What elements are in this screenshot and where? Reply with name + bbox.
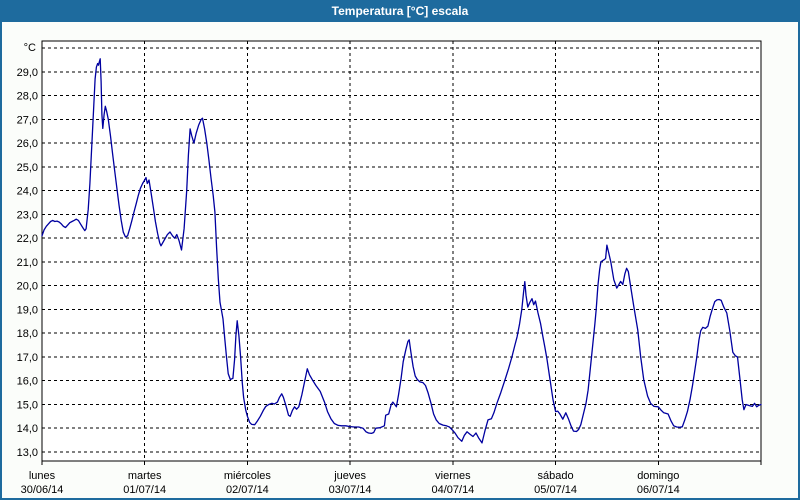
temperature-line-chart: 13,0 14,0 15,0 16,0 17,0 18,0 19,0 20,0 21,0 22,0… xyxy=(0,0,800,500)
day-name-label: sábado xyxy=(538,470,574,482)
svg-text:21,0: 21,0 xyxy=(17,257,38,269)
svg-text:24,0: 24,0 xyxy=(17,186,38,198)
x-axis-labels: lunes 30/06/14 martes 01/07/14 miércoles 02/0… xyxy=(21,470,680,496)
day-name-label: jueves xyxy=(333,470,366,482)
svg-text:14,0: 14,0 xyxy=(17,423,38,435)
y-axis-labels: 13,0 14,0 15,0 16,0 17,0 18,0 19,0 20,0 21,0 22,0… xyxy=(17,67,38,459)
day-date-label: 01/07/14 xyxy=(123,484,166,496)
plot-frame xyxy=(42,41,761,461)
svg-text:25,0: 25,0 xyxy=(17,162,38,174)
day-date-label: 02/07/14 xyxy=(226,484,269,496)
window-title: Temperatura [°C] escala xyxy=(332,4,469,18)
day-date-label: 30/06/14 xyxy=(21,484,64,496)
svg-text:19,0: 19,0 xyxy=(17,304,38,316)
day-name-label: martes xyxy=(128,470,162,482)
svg-text:26,0: 26,0 xyxy=(17,138,38,150)
svg-text:20,0: 20,0 xyxy=(17,281,38,293)
svg-text:15,0: 15,0 xyxy=(17,400,38,412)
day-date-label: 06/07/14 xyxy=(637,484,680,496)
day-name-label: domingo xyxy=(637,470,679,482)
day-name-label: miércoles xyxy=(224,470,272,482)
svg-text:13,0: 13,0 xyxy=(17,447,38,459)
svg-text:23,0: 23,0 xyxy=(17,209,38,221)
svg-text:28,0: 28,0 xyxy=(17,91,38,103)
svg-text:22,0: 22,0 xyxy=(17,233,38,245)
day-name-label: lunes xyxy=(29,470,56,482)
window-titlebar: Temperatura [°C] escala xyxy=(0,0,800,22)
day-date-label: 04/07/14 xyxy=(431,484,474,496)
day-name-label: viernes xyxy=(435,470,471,482)
svg-text:27,0: 27,0 xyxy=(17,114,38,126)
svg-text:16,0: 16,0 xyxy=(17,376,38,388)
day-date-label: 05/07/14 xyxy=(534,484,577,496)
svg-text:17,0: 17,0 xyxy=(17,352,38,364)
app-window: Temperatura [°C] escala 13,0 14,0 15,0 16,0… xyxy=(0,0,800,500)
day-date-label: 03/07/14 xyxy=(329,484,372,496)
x-axis-ticks xyxy=(42,461,761,465)
svg-text:18,0: 18,0 xyxy=(17,328,38,340)
svg-text:29,0: 29,0 xyxy=(17,67,38,79)
y-unit-label: °C xyxy=(24,42,36,54)
